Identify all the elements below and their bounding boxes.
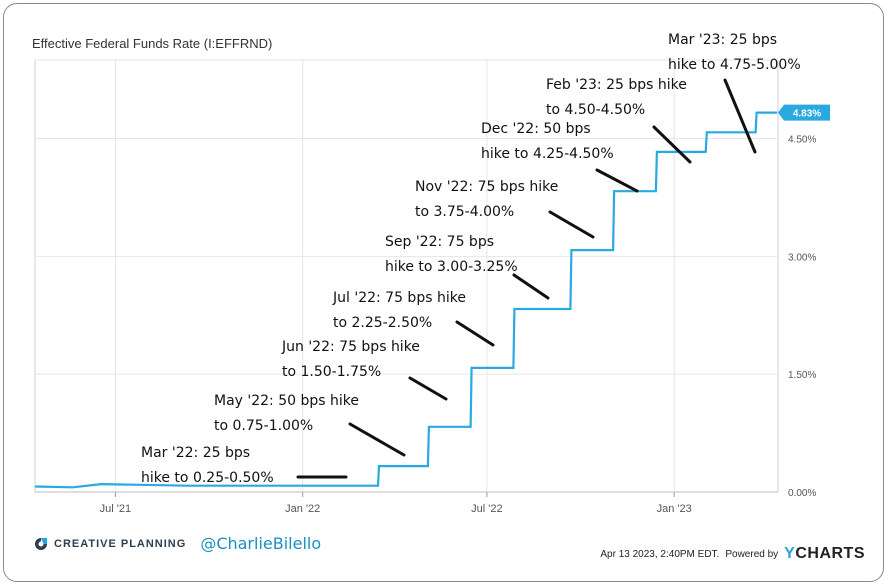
x-tick-label: Jan '23 <box>657 503 692 515</box>
last-value-label: 4.83% <box>793 109 821 120</box>
x-tick-label: Jan '22 <box>285 503 320 515</box>
x-tick-label: Jul '21 <box>100 503 131 515</box>
ycharts-logo-text: CHARTS <box>795 545 865 562</box>
annotation-text: to 4.50-4.50% <box>546 102 645 118</box>
annotation-pointer <box>652 125 692 164</box>
x-tick-label: Jul '22 <box>471 503 502 515</box>
creative-planning-logo-icon <box>35 537 47 550</box>
footer-attribution: Apr 13 2023, 2:40PM EDT. Powered by YCHA… <box>600 545 865 563</box>
annotation-pointer <box>512 273 550 300</box>
twitter-handle: @CharlieBilello <box>200 534 322 553</box>
annotation-text: Feb '23: 25 bps hike <box>546 77 687 93</box>
annotation-pointer <box>408 376 448 401</box>
chart-title: Effective Federal Funds Rate (I:EFFRND) <box>32 36 273 51</box>
annotation-text: hike to 3.00-3.25% <box>385 259 518 275</box>
annotation-text: Jul '22: 75 bps hike <box>332 290 466 306</box>
annotation-pointer <box>348 422 406 457</box>
annotation-text: to 2.25-2.50% <box>333 315 432 331</box>
annotation-text: to 0.75-1.00% <box>214 418 313 434</box>
annotation-text: Mar '23: 25 bps <box>668 32 777 48</box>
brand-name: CREATIVE PLANNING <box>54 537 187 550</box>
y-tick-label: 3.00% <box>788 252 816 263</box>
annotation-text: Mar '22: 25 bps <box>141 445 250 461</box>
annotation-text: Nov '22: 75 bps hike <box>415 179 558 195</box>
annotation-pointer <box>548 210 595 239</box>
annotation-pointer <box>455 320 495 347</box>
annotation-text: to 1.50-1.75% <box>282 364 381 380</box>
last-value-badge <box>778 104 830 121</box>
annotation-text: Dec '22: 50 bps <box>481 121 591 137</box>
annotation-text: to 3.75-4.00% <box>415 204 514 220</box>
annotation-text: hike to 4.75-5.00% <box>668 57 801 73</box>
annotation-text: May '22: 50 bps hike <box>214 393 359 409</box>
footer-branding: CREATIVE PLANNING @CharlieBilello <box>34 534 321 553</box>
y-tick-label: 1.50% <box>788 370 816 381</box>
annotation-text: Sep '22: 75 bps <box>385 234 494 250</box>
annotation-text: hike to 0.25-0.50% <box>141 470 274 486</box>
timestamp: Apr 13 2023, 2:40PM EDT. <box>600 548 720 560</box>
annotation-pointer <box>595 168 639 193</box>
series-line <box>34 111 777 489</box>
y-tick-label: 0.00% <box>788 488 816 499</box>
ycharts-logo-y: Y <box>784 545 796 562</box>
powered-by-label: Powered by <box>725 548 779 560</box>
annotation-pointer <box>723 78 757 154</box>
annotation-text: Jun '22: 75 bps hike <box>281 339 420 355</box>
y-tick-label: 4.50% <box>788 135 816 146</box>
annotation-text: hike to 4.25-4.50% <box>481 146 614 162</box>
ycharts-logo: YCHARTS <box>784 545 865 563</box>
